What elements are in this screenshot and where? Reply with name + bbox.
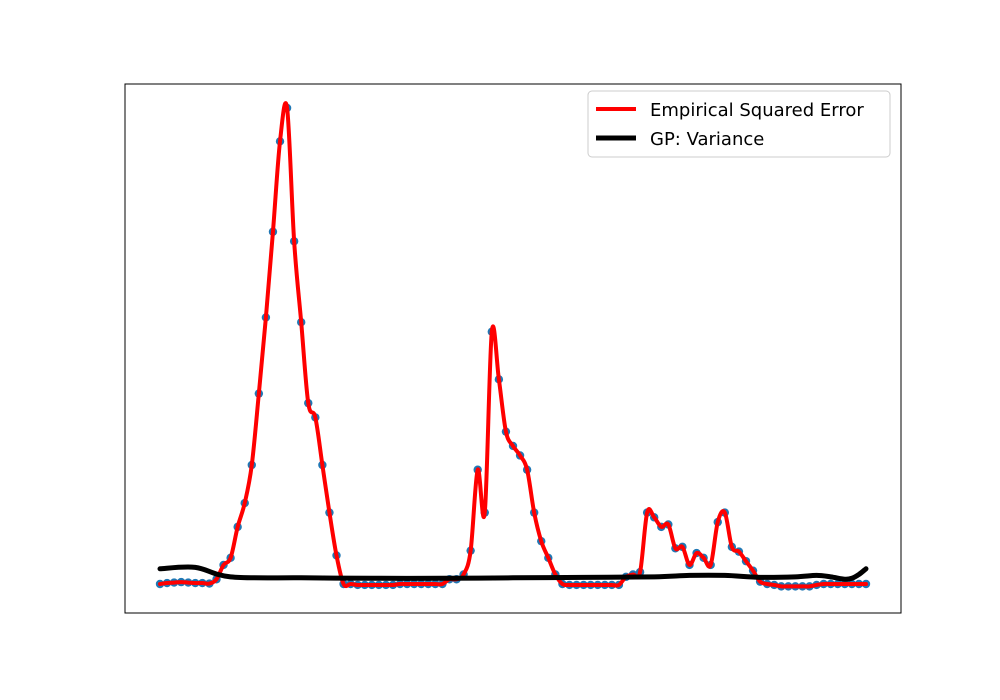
series-line-empirical-squared-error [158, 101, 868, 589]
legend-label-empirical: Empirical Squared Error [650, 100, 864, 121]
legend-label-gp-variance: GP: Variance [650, 129, 764, 150]
plot-area [155, 101, 871, 591]
series-line-gp-variance [157, 564, 869, 582]
legend-box [587, 90, 891, 158]
legend: Empirical Squared Error GP: Variance [587, 90, 891, 158]
axes-frame [124, 83, 902, 614]
